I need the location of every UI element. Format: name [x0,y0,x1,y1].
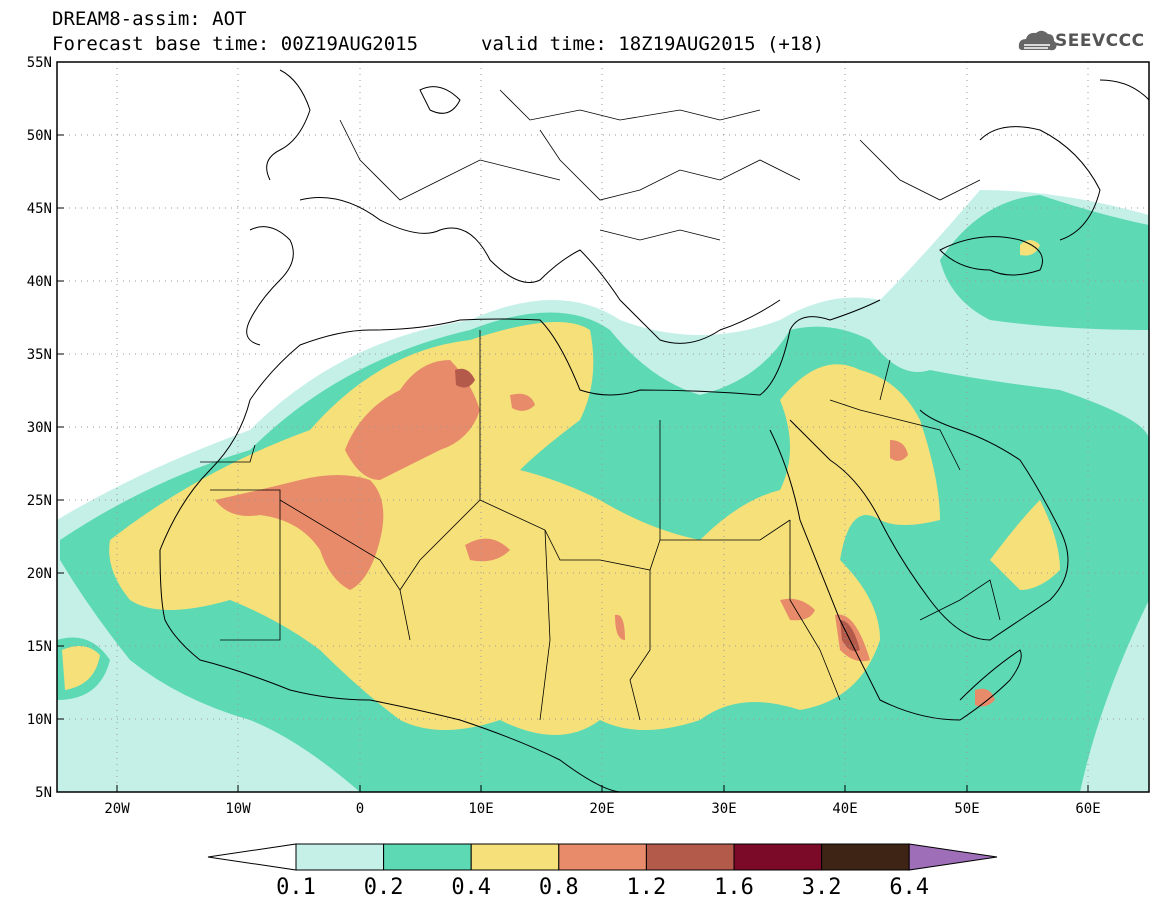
lat-label: 40N [27,274,52,290]
colorbar-under-arrow [207,843,297,871]
logo-text: SEEVCCC [1055,31,1145,51]
colorbar-swatch [470,843,560,871]
valid-time: valid time: 18Z19AUG2015 (+18) [481,33,825,55]
colorbar-label: 1.6 [714,875,754,900]
colorbar-over-arrow [908,843,998,871]
colorbar-label: 0.2 [364,875,404,900]
forecast-base-time: Forecast base time: 00Z19AUG2015 [52,33,419,55]
coastlines [159,69,1149,792]
colorbar-swatch [558,843,647,871]
aot-field [57,62,1149,792]
lon-axis: 20W 10W 0 10E 20E 30E 40E 50E 60E [104,801,1100,817]
lon-label: 40E [832,801,857,817]
lon-label: 30E [711,801,736,817]
lon-label: 20W [104,801,130,817]
lat-label: 45N [27,201,52,217]
lon-label: 10E [468,801,493,817]
colorbar-label: 1.2 [627,875,667,900]
lat-label: 30N [27,420,52,436]
lat-label: 5N [35,785,52,801]
lat-label: 55N [27,55,52,71]
lat-label: 20N [27,566,52,582]
colorbar-swatch [821,843,910,871]
lon-label: 60E [1075,801,1100,817]
axis-ticks [57,134,1089,792]
lon-label: 50E [954,801,979,817]
lat-label: 10N [27,712,52,728]
colorbar-label: 3.2 [802,875,842,900]
cloud-logo-icon [1018,30,1057,51]
lat-label: 15N [27,639,52,655]
colorbar-swatch [383,843,472,871]
colorbar-label: 0.4 [451,875,491,900]
graticule [57,62,1149,792]
colorbar-swatch [295,843,385,871]
colorbar-label: 6.4 [889,875,929,900]
colorbar-swatch [733,843,823,871]
colorbar-label: 0.8 [539,875,579,900]
colorbar-swatch [645,843,735,871]
colorbar: 0.1 0.2 0.4 0.8 1.2 1.6 3.2 6.4 [207,843,998,900]
lon-label: 20E [589,801,614,817]
lat-label: 50N [27,128,52,144]
lat-label: 25N [27,493,52,509]
aot-band-1.2 [455,368,860,652]
map-title: DREAM8-assim: AOT [52,8,247,30]
country-borders [200,89,1001,721]
aot-band-0.4 [62,240,1060,735]
lon-label: 10W [225,801,251,817]
lat-axis: 55N 50N 45N 40N 35N 30N 25N 20N 15N 10N … [27,55,52,801]
lon-label: 0 [356,801,364,817]
lat-label: 35N [27,347,52,363]
colorbar-label: 0.1 [276,875,316,900]
